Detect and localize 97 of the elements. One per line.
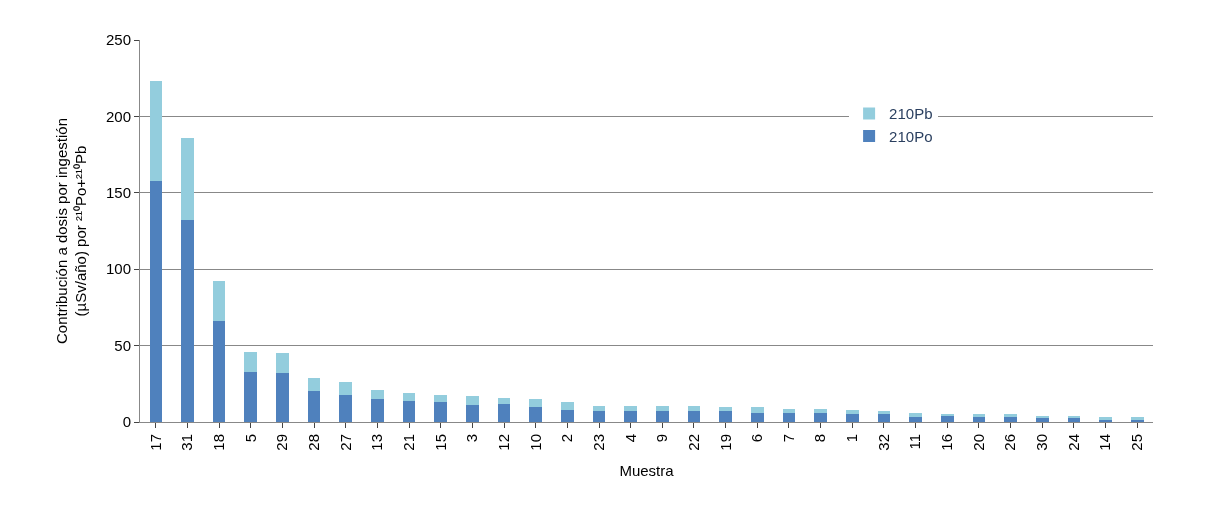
- bar: [782, 409, 796, 413]
- x-tick-label: 1: [843, 434, 861, 443]
- bar: [307, 391, 321, 422]
- x-tick-label: 18: [210, 434, 228, 451]
- bar: [1004, 417, 1017, 422]
- x-tick-label: 6: [748, 434, 766, 443]
- bar: [181, 137, 194, 221]
- bar: [1035, 417, 1049, 422]
- x-tick-label: 14: [1096, 434, 1114, 451]
- bar: [371, 399, 384, 422]
- bar: [402, 400, 416, 422]
- bar: [719, 411, 732, 422]
- bar: [592, 411, 606, 422]
- bar: [719, 407, 732, 412]
- x-tick-label: 7: [779, 434, 797, 443]
- x-tick-label: 12: [494, 434, 512, 451]
- x-tick-label: 26: [1001, 434, 1019, 451]
- y-tick-label: 250: [105, 31, 131, 49]
- x-tick-label: 30: [1033, 434, 1051, 451]
- bar: [845, 409, 859, 415]
- x-tick-label: 17: [146, 434, 164, 451]
- bar: [307, 377, 321, 392]
- bar: [656, 411, 669, 422]
- x-tick-label: 10: [526, 434, 544, 451]
- bar: [561, 409, 574, 422]
- x-tick-label: 22: [684, 434, 702, 451]
- x-tick-label: 15: [431, 434, 449, 451]
- bar: [402, 392, 416, 401]
- bar: [750, 407, 764, 413]
- bar: [497, 403, 511, 422]
- bar: [845, 414, 859, 422]
- x-tick-label: 11: [906, 434, 924, 450]
- x-tick-label: 24: [1064, 434, 1082, 451]
- bar: [750, 412, 764, 422]
- x-tick-label: 32: [874, 434, 892, 451]
- legend-label: 210Po: [889, 127, 933, 145]
- bar: [972, 414, 986, 418]
- bar: [244, 351, 258, 372]
- bar: [339, 394, 353, 422]
- bar: [212, 321, 226, 422]
- bar: [149, 180, 163, 422]
- x-tick-label: 16: [938, 434, 956, 451]
- bar: [687, 411, 701, 422]
- x-tick-label: 27: [336, 434, 354, 451]
- x-tick-label: 9: [653, 434, 671, 443]
- bar: [466, 396, 479, 406]
- bar: [276, 353, 289, 374]
- x-tick-label: 19: [716, 434, 734, 451]
- bar: [181, 220, 194, 422]
- bar: [529, 406, 543, 422]
- bar: [814, 409, 827, 413]
- bar: [656, 405, 669, 412]
- bar: [909, 412, 922, 417]
- bar: [877, 411, 891, 415]
- legend-label: 210Pb: [889, 105, 933, 123]
- y-tick-label: 100: [105, 260, 131, 278]
- bar: [497, 397, 511, 404]
- x-tick-label: 3: [463, 434, 481, 443]
- bar: [529, 399, 543, 407]
- bar: [1004, 414, 1017, 418]
- bar: [371, 389, 384, 400]
- y-tick-label: 50: [114, 336, 131, 354]
- x-tick-label: 21: [399, 434, 417, 451]
- bar: [244, 371, 258, 422]
- bar: [782, 412, 796, 422]
- bar: [339, 382, 353, 395]
- bar: [434, 402, 448, 422]
- x-tick-label: 2: [558, 434, 576, 443]
- bar: [212, 281, 226, 322]
- bar: [149, 81, 163, 181]
- bar: [434, 394, 448, 403]
- bar: [466, 405, 479, 422]
- bar: [624, 411, 637, 422]
- bar: [624, 405, 637, 412]
- x-tick-label: 25: [1128, 434, 1146, 451]
- x-axis-title: Muestra: [619, 461, 675, 479]
- x-tick-label: 13: [368, 434, 386, 451]
- bar: [972, 417, 986, 422]
- x-tick-label: 4: [621, 434, 639, 443]
- bar: [940, 415, 954, 422]
- x-tick-label: 23: [589, 434, 607, 451]
- y-axis-title: Contribución a dosis por ingestión (µSv/año) por ²¹⁰Po+²¹⁰Pb: [52, 118, 90, 344]
- x-tick-label: 8: [811, 434, 829, 443]
- bar: [276, 373, 289, 422]
- y-tick-label: 0: [122, 413, 131, 431]
- x-tick-label: 5: [241, 434, 259, 443]
- bar: [814, 412, 827, 422]
- bar: [877, 414, 891, 422]
- x-tick-label: 20: [969, 434, 987, 451]
- y-tick-label: 200: [105, 107, 131, 125]
- bar: [909, 416, 922, 422]
- bar: [1035, 415, 1049, 418]
- bar: [561, 402, 574, 410]
- x-tick-label: 29: [273, 434, 291, 451]
- x-tick-label: 31: [178, 434, 196, 451]
- y-tick-label: 150: [105, 184, 131, 202]
- x-tick-label: 28: [304, 434, 322, 451]
